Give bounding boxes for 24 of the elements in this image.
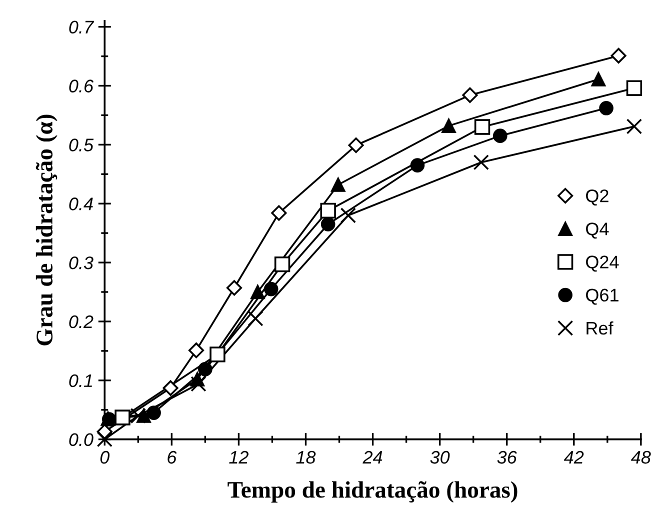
x-tick-label: 18 (296, 450, 316, 464)
x-tick-label: 0 (100, 450, 110, 464)
x-tick-label: 6 (168, 450, 177, 464)
y-tick-label: 0.5 (69, 138, 94, 152)
legend-label: Ref (586, 321, 614, 335)
legend-label: Q2 (586, 189, 608, 206)
x-tick-label: 24 (362, 450, 382, 464)
x-tick-label: 30 (430, 450, 450, 464)
legend-label: Q24 (586, 256, 619, 272)
y-tick-label: 0.0 (69, 433, 94, 446)
y-tick-label: 0.6 (69, 80, 94, 92)
x-tick-label: 48 (630, 450, 651, 464)
y-tick-label: 0.2 (69, 315, 94, 328)
y-axis-title: Grau de hidratação (α) (36, 114, 58, 346)
x-axis-title: Tempo de hidratação (horas) (228, 481, 518, 503)
x-tick-label: 36 (497, 450, 517, 464)
x-tick-label: 12 (229, 450, 248, 464)
legend-label: Q61 (586, 288, 618, 305)
y-tick-label: 0.1 (69, 374, 92, 388)
y-tick-label: 0.7 (69, 20, 94, 34)
x-tick-label: 42 (564, 450, 584, 464)
legend-label: Q4 (586, 222, 609, 239)
y-tick-label: 0.4 (69, 198, 93, 210)
y-tick-label: 0.3 (69, 256, 94, 270)
